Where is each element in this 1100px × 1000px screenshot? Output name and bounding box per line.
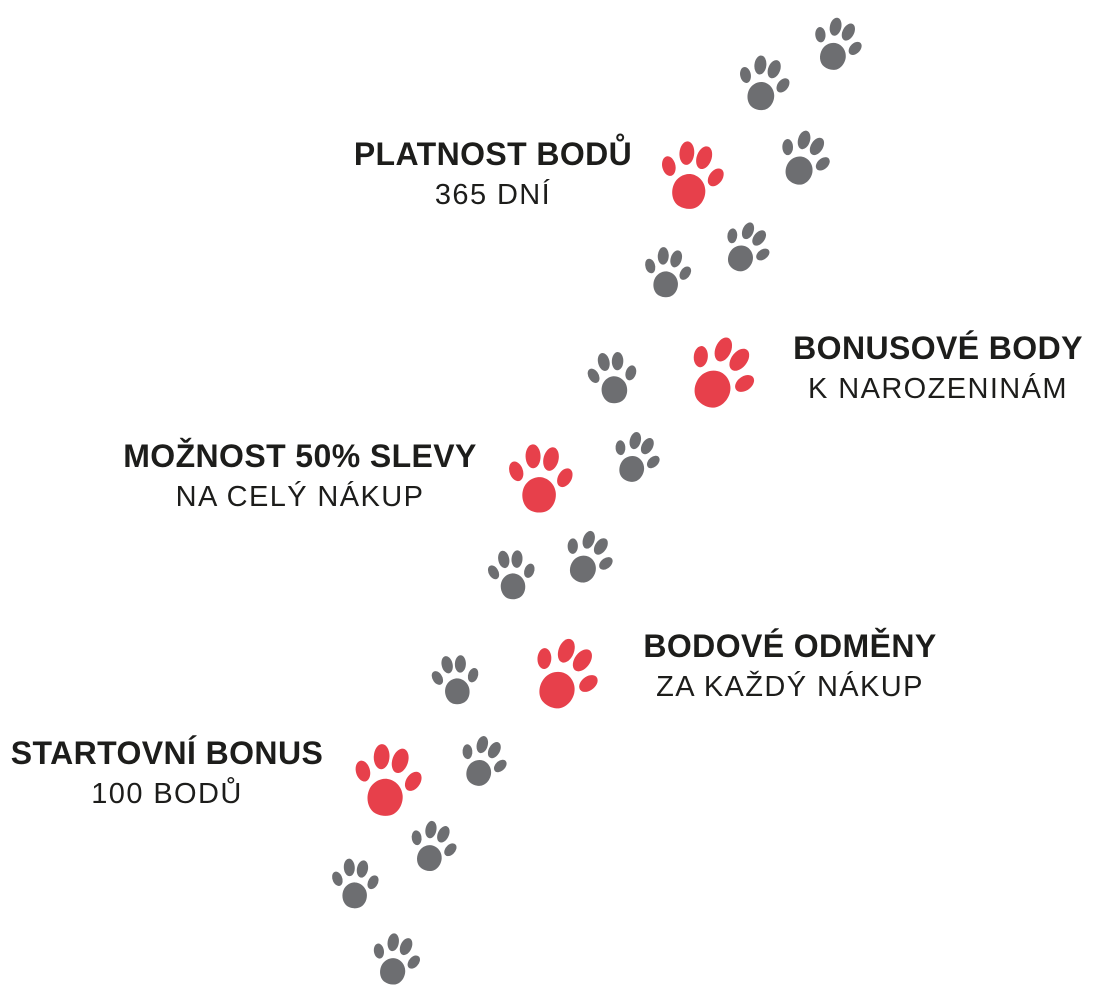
benefit-title: MOŽNOST 50% SLEVY [123, 438, 477, 474]
gray-paw-print-icon [401, 815, 465, 878]
benefit-label-platnost-bodu: PLATNOST BODŮ 365 DNÍ [353, 136, 633, 212]
benefit-title: BONUSOVÉ BODY [793, 330, 1083, 366]
benefit-label-bonusove-body: BONUSOVÉ BODY K NAROZENINÁM [793, 330, 1083, 406]
benefit-subtitle: NA CELÝ NÁKUP [175, 480, 425, 513]
benefit-subtitle: 100 BODŮ [91, 777, 243, 810]
red-paw-print-icon [346, 739, 429, 821]
gray-paw-print-icon [582, 347, 643, 407]
benefit-subtitle: ZA KAŽDÝ NÁKUP [656, 670, 924, 703]
benefit-title: PLATNOST BODŮ [353, 136, 633, 172]
gray-paw-print-icon [364, 928, 428, 991]
red-paw-print-icon [516, 626, 613, 723]
benefit-label-bodove-odmeny: BODOVÉ ODMĚNY ZA KAŽDÝ NÁKUP [643, 628, 937, 704]
gray-paw-print-icon [730, 50, 797, 116]
gray-paw-print-icon [483, 546, 540, 602]
gray-paw-print-icon [450, 729, 516, 794]
gray-paw-print-icon [638, 243, 697, 301]
gray-paw-print-icon [426, 650, 485, 708]
benefit-label-startovni-bonus: STARTOVNÍ BONUS 100 BODŮ [10, 735, 324, 811]
gray-paw-print-icon [603, 425, 669, 490]
benefit-title: STARTOVNÍ BONUS [10, 735, 324, 771]
red-paw-print-icon [671, 324, 771, 423]
gray-paw-print-icon [328, 857, 382, 910]
red-paw-print-icon [503, 441, 578, 515]
gray-paw-print-icon [553, 522, 624, 593]
gray-paw-print-icon [803, 11, 871, 78]
benefit-label-moznost-slevy: MOŽNOST 50% SLEVY NA CELÝ NÁKUP [123, 438, 477, 514]
gray-paw-print-icon [712, 213, 781, 282]
red-paw-print-icon [652, 136, 732, 215]
benefit-subtitle: 365 DNÍ [434, 178, 552, 211]
gray-paw-print-icon [768, 122, 841, 194]
benefit-subtitle: K NAROZENINÁM [808, 372, 1068, 405]
benefit-title: BODOVÉ ODMĚNY [643, 628, 937, 664]
